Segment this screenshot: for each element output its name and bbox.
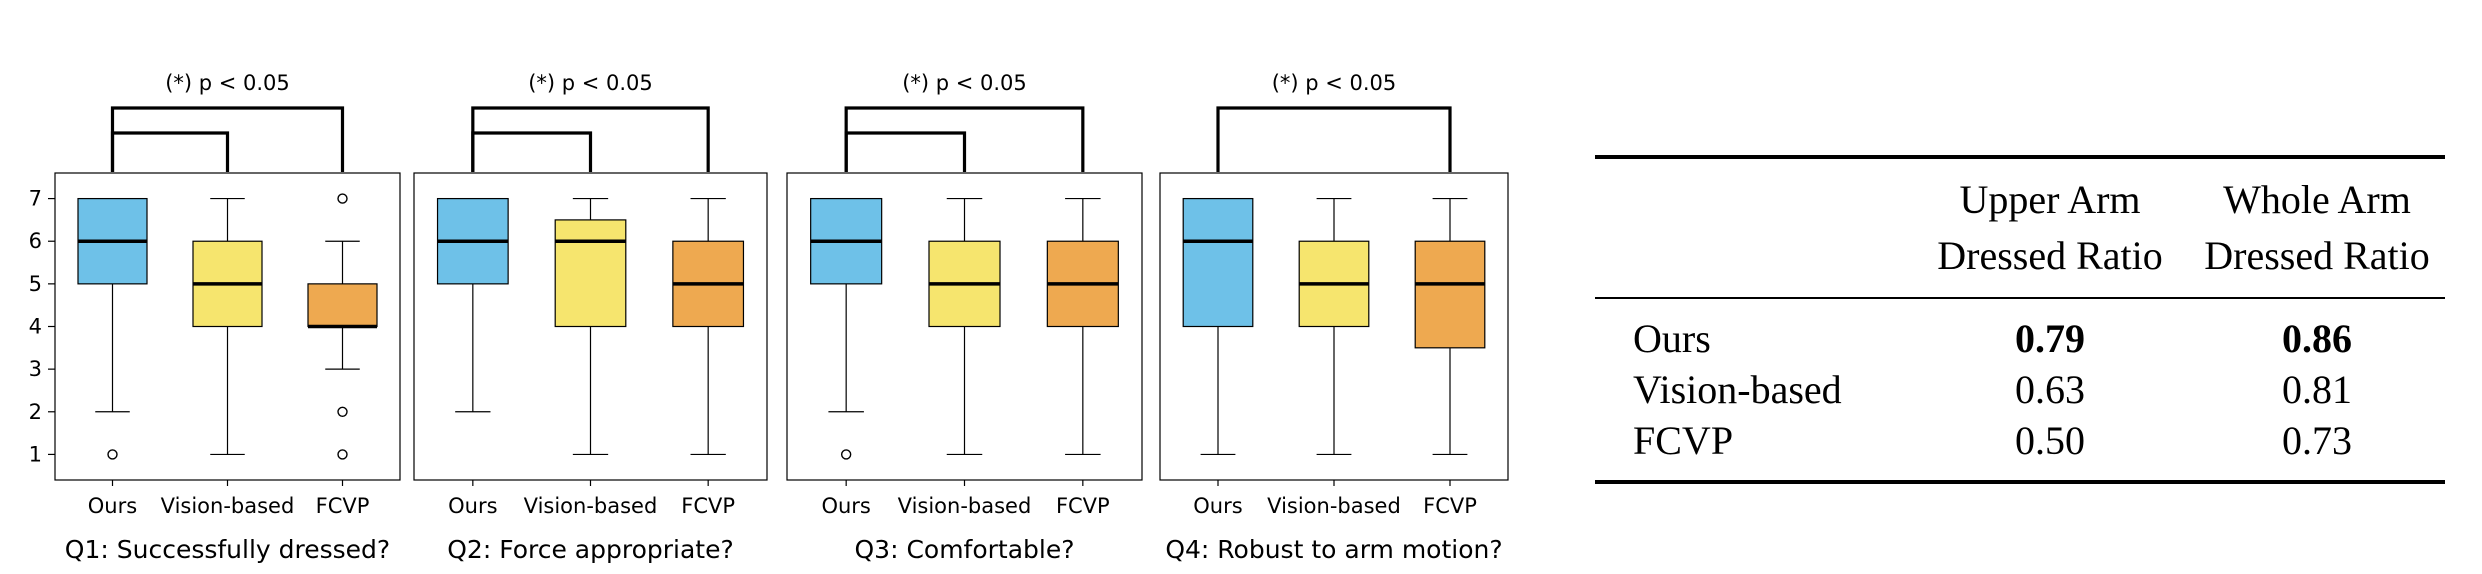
box-ours (1182, 197, 1254, 456)
upper-arm-value: 0.79 (2015, 315, 2085, 361)
y-tick-label: 5 (29, 272, 42, 296)
box-plot-panel-1: 1 2 3 4 5 6 7 Ours Vision-based FCVP (*) p < 0.05 Q… (29, 71, 401, 564)
outlier-point (840, 449, 852, 460)
x-tick-label: Vision-based (898, 494, 1032, 518)
header-upper-arm-line1: Upper Arm (1959, 177, 2141, 222)
y-tick-label: 1 (29, 442, 42, 466)
iqr-box (1414, 240, 1486, 349)
iqr-box (554, 219, 627, 328)
box-plot-panel-2: Ours Vision-based FCVP (*) p < 0.05 Q2: Forc… (413, 71, 768, 564)
significance-bracket (1216, 106, 1452, 172)
table-header-row: Upper Arm Dressed Ratio Whole Arm Dresse… (1595, 159, 2445, 297)
method-cell: FCVP (1633, 418, 1734, 463)
panel-title: Q2: Force appropriate? (447, 535, 734, 564)
table-row-ours: Ours 0.79 0.86 (1595, 313, 2445, 364)
significance-label: (*) p < 0.05 (1272, 71, 1397, 95)
iqr-box (307, 283, 378, 328)
y-tick-label: 7 (29, 187, 42, 211)
x-tick-label: FCVP (681, 494, 735, 518)
header-whole-arm-line2: Dressed Ratio (2204, 233, 2430, 278)
x-tick-label: Ours (1193, 494, 1242, 518)
box-fcvp (672, 197, 745, 456)
outlier-point (337, 449, 348, 460)
upper-arm-value: 0.50 (2015, 417, 2085, 463)
significance-bracket (110, 106, 345, 172)
outlier-point (337, 193, 348, 204)
table-mid-rule (1595, 297, 2445, 299)
box-ours (77, 197, 148, 460)
outlier-point (337, 406, 348, 417)
box-fcvp (1046, 197, 1119, 456)
y-tick-label: 6 (29, 229, 42, 253)
x-tick-label: FCVP (316, 494, 370, 518)
whole-arm-value: 0.73 (2282, 417, 2352, 463)
box-fcvp (307, 193, 378, 460)
x-tick-label: Ours (821, 494, 870, 518)
significance-bracket (471, 131, 593, 172)
box-vision-based (1298, 197, 1370, 456)
table-bottom-rule (1595, 480, 2445, 484)
box-ours (810, 197, 883, 460)
box-plot-panel-3: Ours Vision-based FCVP (*) p < 0.05 Q3: Comf… (786, 71, 1143, 564)
box-vision-based (928, 197, 1001, 456)
x-tick-label: Vision-based (161, 494, 295, 518)
significance-label: (*) p < 0.05 (528, 71, 653, 95)
significance-label: (*) p < 0.05 (902, 71, 1027, 95)
significance-label: (*) p < 0.05 (165, 71, 290, 95)
box-plot-panel-4: Ours Vision-based FCVP (*) p < 0.05 Q4: Robu… (1159, 71, 1509, 564)
box-fcvp (1414, 197, 1486, 456)
x-tick-label: FCVP (1423, 494, 1477, 518)
method-cell: Vision-based (1633, 367, 1842, 412)
significance-bracket (844, 131, 967, 172)
box-vision-based (192, 197, 263, 456)
table-body: Ours 0.79 0.86 Vision-based 0.63 0.81 FC… (1595, 299, 2445, 480)
significance-bracket (110, 131, 230, 172)
header-whole-arm: Whole Arm Dressed Ratio (2189, 172, 2445, 284)
y-tick-label: 2 (29, 400, 42, 424)
panel-title: Q4: Robust to arm motion? (1165, 535, 1502, 564)
x-tick-label: Vision-based (1267, 494, 1401, 518)
method-cell: Ours (1633, 316, 1711, 361)
y-tick-label: 4 (29, 315, 42, 339)
table-row-vision-based: Vision-based 0.63 0.81 (1595, 364, 2445, 415)
significance-bracket (471, 106, 710, 172)
table-row-fcvp: FCVP 0.50 0.73 (1595, 415, 2445, 466)
x-tick-label: FCVP (1056, 494, 1110, 518)
header-whole-arm-line1: Whole Arm (2223, 177, 2411, 222)
header-upper-arm-line2: Dressed Ratio (1937, 233, 2163, 278)
y-tick-label: 3 (29, 357, 42, 381)
whole-arm-value: 0.81 (2282, 366, 2352, 412)
x-tick-label: Ours (448, 494, 497, 518)
panel-title: Q1: Successfully dressed? (65, 535, 390, 564)
iqr-box (1182, 197, 1254, 328)
results-table: Upper Arm Dressed Ratio Whole Arm Dresse… (1595, 155, 2445, 484)
outlier-point (107, 449, 118, 460)
header-upper-arm: Upper Arm Dressed Ratio (1911, 172, 2189, 284)
box-vision-based (554, 197, 627, 456)
whole-arm-value: 0.86 (2282, 315, 2352, 361)
significance-bracket (844, 106, 1085, 172)
panel-title: Q3: Comfortable? (854, 535, 1074, 564)
table-top-rule (1595, 155, 2445, 159)
upper-arm-value: 0.63 (2015, 366, 2085, 412)
x-tick-label: Vision-based (524, 494, 658, 518)
x-tick-label: Ours (88, 494, 137, 518)
box-ours (436, 197, 509, 413)
